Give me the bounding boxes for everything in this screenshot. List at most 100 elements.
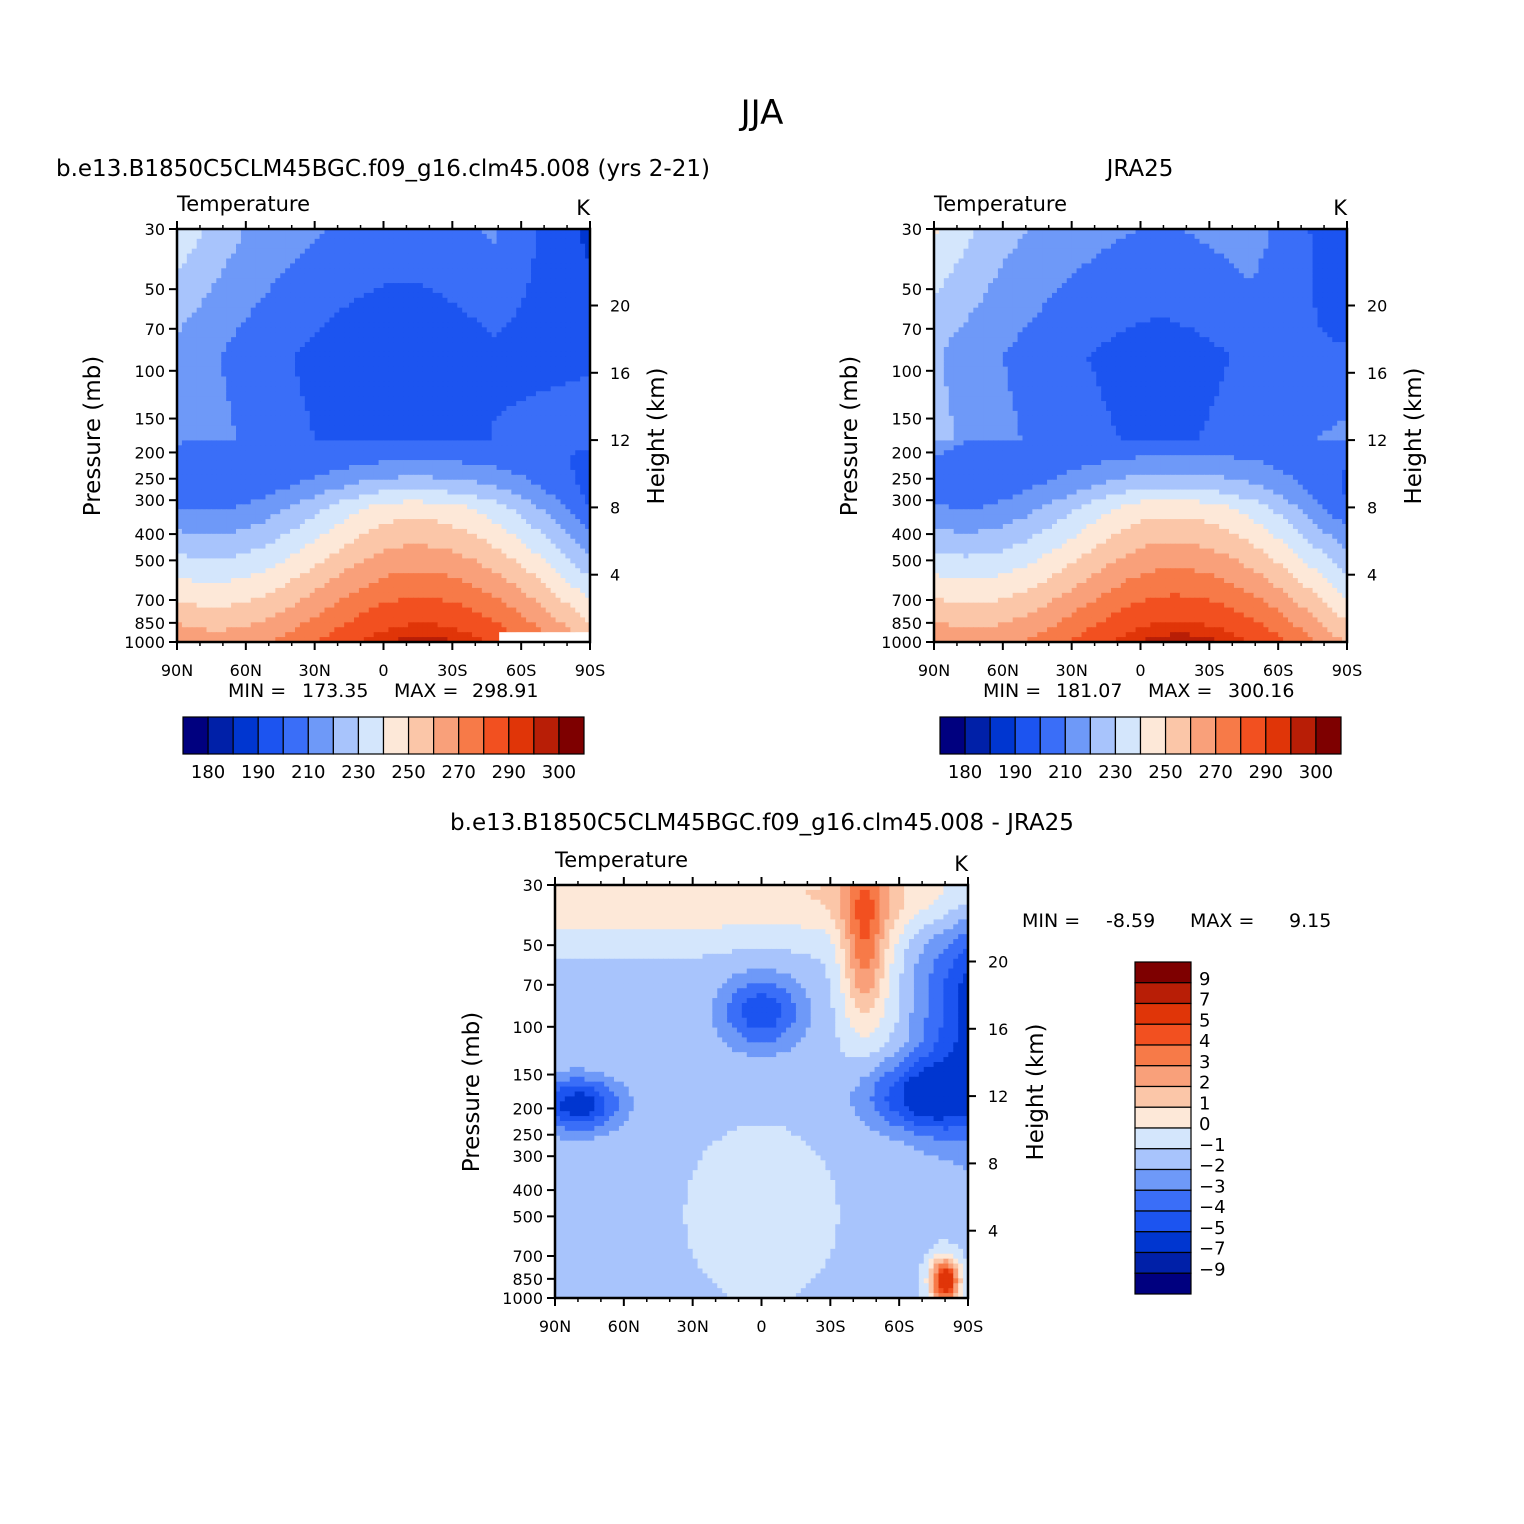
- contour-cell: [447, 244, 453, 250]
- contour-cell: [492, 303, 498, 309]
- contour-cell: [256, 509, 262, 515]
- contour-cell: [433, 273, 439, 279]
- contour-cell: [536, 426, 542, 432]
- contour-cell: [393, 499, 399, 505]
- contour-cell: [561, 445, 567, 451]
- contour-cell: [251, 303, 257, 309]
- contour-cell: [438, 263, 444, 269]
- contour-cell: [462, 377, 468, 383]
- contour-cell: [492, 445, 498, 451]
- contour-cell: [290, 263, 296, 269]
- contour-cell: [211, 480, 217, 486]
- contour-cell: [207, 298, 213, 304]
- contour-cell: [447, 357, 453, 363]
- contour-cell: [251, 421, 257, 427]
- contour-cell: [379, 475, 385, 481]
- contour-cell: [374, 504, 380, 510]
- contour-cell: [241, 470, 247, 476]
- contour-cell: [413, 234, 419, 240]
- contour-cell: [320, 308, 326, 314]
- contour-cell: [216, 357, 222, 363]
- contour-cell: [334, 431, 340, 437]
- contour-cell: [329, 381, 335, 387]
- contour-cell: [531, 509, 537, 515]
- contour-cell: [506, 480, 512, 486]
- contour-cell: [364, 436, 370, 442]
- contour-cell: [231, 396, 237, 402]
- contour-cell: [364, 391, 370, 397]
- contour-cell: [526, 465, 532, 471]
- contour-cell: [315, 465, 321, 471]
- contour-cell: [561, 475, 567, 481]
- contour-cell: [575, 342, 581, 348]
- contour-cell: [388, 465, 394, 471]
- contour-cell: [246, 416, 252, 422]
- contour-cell: [197, 455, 203, 461]
- contour-cell: [502, 322, 508, 328]
- contour-cell: [270, 460, 276, 466]
- contour-cell: [388, 485, 394, 491]
- contour-cell: [349, 381, 355, 387]
- contour-cell: [374, 288, 380, 294]
- contour-cell: [457, 367, 463, 373]
- contour-cell: [531, 367, 537, 373]
- contour-cell: [492, 337, 498, 343]
- contour-cell: [467, 234, 473, 240]
- contour-cell: [457, 244, 463, 250]
- contour-cell: [570, 475, 576, 481]
- contour-cell: [428, 278, 434, 284]
- contour-cell: [325, 288, 331, 294]
- contour-cell: [221, 436, 227, 442]
- contour-cell: [384, 288, 390, 294]
- contour-cell: [418, 259, 424, 265]
- contour-cell: [403, 362, 409, 368]
- contour-cell: [561, 396, 567, 402]
- contour-cell: [236, 268, 242, 274]
- contour-cell: [300, 401, 306, 407]
- contour-cell: [329, 406, 335, 412]
- contour-cell: [187, 288, 193, 294]
- contour-cell: [187, 411, 193, 417]
- contour-cell: [462, 327, 468, 333]
- contour-cell: [502, 249, 508, 255]
- contour-cell: [226, 504, 232, 510]
- contour-cell: [344, 381, 350, 387]
- contour-cell: [221, 514, 227, 520]
- contour-cell: [408, 386, 414, 392]
- contour-cell: [580, 362, 586, 368]
- contour-cell: [241, 249, 247, 255]
- contour-cell: [197, 460, 203, 466]
- contour-cell: [487, 377, 493, 383]
- contour-cell: [334, 283, 340, 289]
- contour-cell: [207, 273, 213, 279]
- contour-cell: [462, 288, 468, 294]
- contour-cell: [236, 332, 242, 338]
- contour-cell: [197, 318, 203, 324]
- contour-cell: [310, 495, 316, 501]
- contour-cell: [275, 381, 281, 387]
- contour-cell: [295, 362, 301, 368]
- contour-cell: [202, 514, 208, 520]
- contour-cell: [575, 259, 581, 265]
- contour-cell: [211, 514, 217, 520]
- contour-cell: [502, 288, 508, 294]
- contour-cell: [325, 249, 331, 255]
- contour-cell: [359, 426, 365, 432]
- contour-cell: [270, 318, 276, 324]
- contour-cell: [369, 475, 375, 481]
- contour-cell: [344, 234, 350, 240]
- contour-cell: [393, 495, 399, 501]
- contour-cell: [334, 298, 340, 304]
- contour-cell: [423, 495, 429, 501]
- contour-cell: [374, 249, 380, 255]
- contour-cell: [413, 273, 419, 279]
- contour-cell: [236, 440, 242, 446]
- contour-cell: [285, 259, 291, 265]
- contour-cell: [521, 367, 527, 373]
- contour-cell: [472, 485, 478, 491]
- contour-cell: [226, 347, 232, 353]
- contour-cell: [202, 372, 208, 378]
- contour-cell: [398, 249, 404, 255]
- contour-cell: [497, 381, 503, 387]
- contour-cell: [438, 386, 444, 392]
